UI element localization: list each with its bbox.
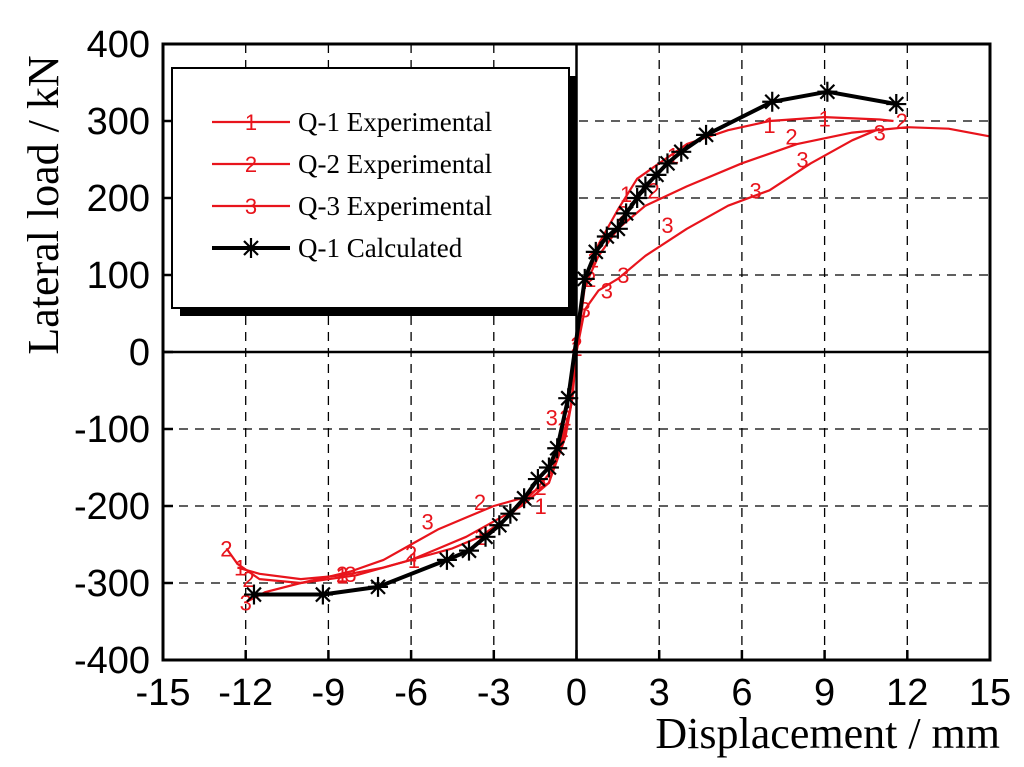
legend-item-2: 2 Q-2 Experimental (212, 149, 492, 179)
legend-marker: 3 (245, 194, 257, 219)
legend-items: 1 Q-1 Experimental 2 Q-2 Experimental 3 Q-3 E… (212, 107, 492, 263)
data-point (886, 94, 907, 115)
data-point: 1 (336, 563, 348, 588)
x-tick-label: 12 (886, 672, 928, 714)
data-point (514, 488, 535, 509)
data-point: 1 (535, 494, 547, 519)
x-tick-label: -15 (136, 672, 191, 714)
data-point: 2 (896, 109, 908, 134)
data-point: 2 (785, 124, 797, 149)
data-point: 3 (750, 178, 762, 203)
data-point (627, 188, 648, 208)
data-point (596, 226, 617, 247)
tick-labels: -15 -12 -9 -6 -3 0 3 6 9 12 15-400-300-200-1000100… (74, 24, 1011, 714)
data-point (558, 388, 579, 409)
data-point (243, 584, 264, 605)
x-tick-label: 3 (649, 672, 670, 714)
data-point (312, 584, 333, 605)
data-point (646, 164, 667, 185)
y-axis-title: Lateral load / kN (19, 55, 68, 354)
legend-box (171, 67, 570, 309)
data-point: 3 (422, 509, 434, 534)
data-point (500, 503, 521, 524)
x-tick-label: -12 (218, 672, 273, 714)
data-point (368, 576, 389, 597)
data-point: 1 (408, 548, 420, 573)
data-point (657, 153, 678, 174)
y-tick-label: 0 (129, 332, 150, 374)
data-point: 2 (405, 542, 417, 567)
legend-marker (241, 238, 261, 258)
series-4 (243, 81, 907, 605)
y-tick-label: -400 (74, 640, 150, 682)
data-point (574, 268, 595, 289)
data-point (489, 515, 510, 536)
data-point (527, 469, 548, 490)
y-tick-label: 400 (87, 24, 150, 66)
data-point: 3 (661, 213, 673, 238)
data-point (635, 176, 656, 197)
legend-item-4: Q-1 Calculated (212, 233, 463, 263)
y-tick-label: -100 (74, 409, 150, 451)
series-line (225, 126, 991, 585)
y-tick-label: 300 (87, 101, 150, 143)
data-point (475, 526, 496, 547)
legend-marker: 2 (245, 152, 257, 177)
axes (161, 42, 992, 662)
y-tick-label: -200 (74, 486, 150, 528)
series-line (245, 127, 881, 604)
x-tick-label: 15 (969, 672, 1011, 714)
data-point (547, 438, 568, 459)
legend-item-3: 3 Q-3 Experimental (212, 191, 492, 221)
data-point (607, 218, 628, 239)
data-point (458, 540, 479, 561)
y-tick-label: -300 (74, 563, 150, 605)
data-point: 3 (240, 590, 252, 615)
x-tick-label: 9 (814, 672, 835, 714)
x-tick-label: -3 (477, 672, 511, 714)
legend-label: Q-2 Experimental (298, 149, 492, 179)
x-axis-title: Displacement / mm (655, 709, 1000, 758)
data-point (817, 81, 838, 102)
x-tick-label: 6 (731, 672, 752, 714)
data-point: 3 (617, 263, 629, 288)
data-point (671, 141, 692, 162)
legend-label: Q-3 Experimental (298, 191, 492, 221)
data-point: 3 (344, 562, 356, 587)
legend-marker: 1 (245, 110, 257, 135)
x-tick-label: -9 (312, 672, 346, 714)
data-point (585, 241, 606, 262)
data-point: 3 (601, 278, 613, 303)
legend-label: Q-1 Calculated (298, 233, 463, 263)
data-point: 2 (220, 536, 232, 561)
data-point: 3 (796, 148, 808, 173)
data-point (436, 549, 457, 570)
data-point (696, 124, 717, 145)
x-tick-label: -6 (394, 672, 428, 714)
data-point: 2 (242, 567, 254, 592)
data-point: 3 (546, 405, 558, 430)
data-point: 1 (818, 107, 830, 132)
data-point (538, 457, 559, 478)
legend-item-1: 1 Q-1 Experimental (212, 107, 492, 137)
data-point: 1 (763, 113, 775, 138)
y-tick-label: 100 (87, 255, 150, 297)
data-point (616, 203, 637, 224)
y-tick-label: 200 (87, 178, 150, 220)
data-point: 3 (874, 121, 886, 146)
x-tick-label: 0 (566, 672, 587, 714)
series-lines: 111111111111222222222222233333333333 (220, 81, 991, 616)
data-point (762, 91, 783, 112)
data-point: 1 (620, 182, 632, 207)
data-point: 2 (474, 490, 486, 515)
legend-label: Q-1 Experimental (298, 107, 492, 137)
legend: 1 Q-1 Experimental 2 Q-2 Experimental 3 Q-3 E… (171, 67, 577, 316)
